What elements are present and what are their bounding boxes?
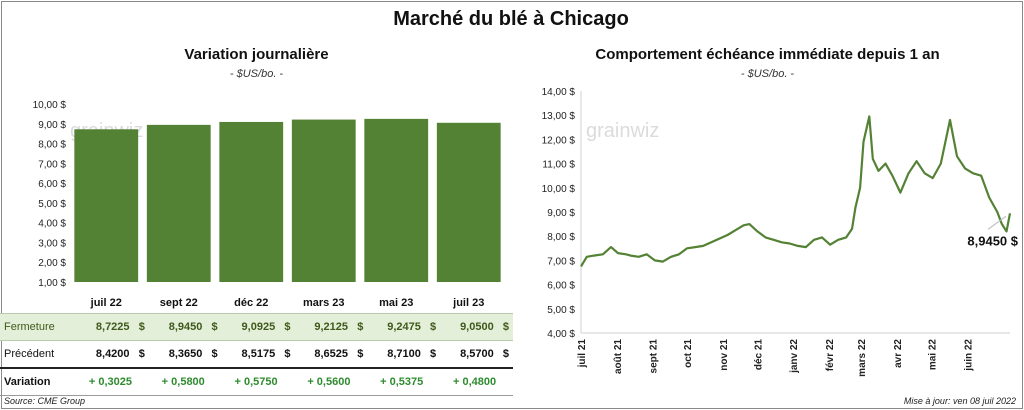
table-cell: 9,0500 $ bbox=[440, 313, 513, 341]
x-tick-label: mars 22 bbox=[857, 339, 868, 377]
table-cell: 8,5700 $ bbox=[440, 340, 513, 369]
table-cell: + 0,4800 bbox=[440, 368, 513, 396]
y-tick-label: 3,00 $ bbox=[38, 238, 66, 249]
table-row: Précédent 8,4200 $8,3650 $8,5175 $8,6525 … bbox=[0, 340, 513, 369]
right-chart-unit: - $US/bo. - bbox=[740, 68, 795, 80]
x-tick-label: juil 21 bbox=[577, 339, 588, 369]
bar-chart: grainwiz1,00 $2,00 $3,00 $4,00 $5,00 $6,… bbox=[33, 100, 501, 309]
x-tick-label: mai 22 bbox=[928, 339, 939, 371]
table-cell: + 0,5600 bbox=[294, 368, 368, 396]
table-cell: 8,4200 $ bbox=[76, 340, 149, 369]
last-value-label: 8,9450 $ bbox=[967, 233, 1018, 248]
price-line bbox=[580, 115, 1012, 267]
x-tick-label: janv 22 bbox=[789, 339, 800, 374]
x-tick-label: sept 21 bbox=[649, 339, 660, 374]
y-tick-label: 9,00 $ bbox=[547, 208, 575, 219]
x-tick-label: mars 23 bbox=[303, 297, 345, 309]
x-tick-label: oct 21 bbox=[683, 339, 694, 368]
y-tick-label: 2,00 $ bbox=[38, 258, 66, 269]
y-tick-label: 4,00 $ bbox=[38, 219, 66, 230]
table-cell: 9,0925 $ bbox=[221, 313, 295, 341]
price-table: Fermeture 8,7225 $8,9450 $9,0925 $9,2125 … bbox=[0, 313, 513, 396]
update-note: Mise à jour: ven 08 juil 2022 bbox=[903, 396, 1016, 406]
table-cell: + 0,3025 bbox=[76, 368, 149, 396]
x-tick-label: nov 21 bbox=[719, 339, 730, 371]
y-tick-label: 1,00 $ bbox=[38, 278, 66, 289]
line-chart: grainwiz 4,00 $ 5,00 $ 6,00 $ 7,00 $ 8,00 $ 9,… bbox=[542, 87, 1019, 377]
y-tick-label: 6,00 $ bbox=[547, 281, 575, 292]
table-row: Fermeture 8,7225 $8,9450 $9,0925 $9,2125 … bbox=[0, 313, 513, 341]
y-tick-label: 13,00 $ bbox=[542, 111, 576, 122]
x-tick-label: déc 22 bbox=[234, 297, 268, 309]
table-cell: + 0,5800 bbox=[148, 368, 222, 396]
x-tick-label: août 21 bbox=[613, 339, 624, 374]
bar bbox=[364, 118, 429, 282]
left-chart-title: Variation journalière bbox=[184, 46, 329, 63]
row-label: Précédent bbox=[0, 340, 76, 369]
y-tick-label: 5,00 $ bbox=[547, 305, 575, 316]
bar bbox=[291, 119, 356, 282]
bar bbox=[436, 122, 501, 283]
table-cell: 9,2125 $ bbox=[294, 313, 368, 341]
y-tick-label: 8,00 $ bbox=[38, 140, 66, 151]
y-tick-label: 12,00 $ bbox=[542, 135, 576, 146]
x-tick-label: déc 21 bbox=[753, 339, 764, 371]
y-tick-label: 9,00 $ bbox=[38, 120, 66, 131]
row-label: Variation bbox=[0, 368, 76, 396]
table-cell: + 0,5750 bbox=[221, 368, 295, 396]
table-cell: 8,3650 $ bbox=[148, 340, 222, 369]
source-note: Source: CME Group bbox=[4, 396, 86, 406]
y-tick-label: 6,00 $ bbox=[38, 179, 66, 190]
x-tick-label: juil 22 bbox=[90, 297, 122, 309]
y-tick-label: 14,00 $ bbox=[542, 87, 576, 98]
table-cell: 9,2475 $ bbox=[367, 313, 441, 341]
y-tick-label: 10,00 $ bbox=[33, 100, 67, 111]
x-tick-label: juin 22 bbox=[963, 339, 974, 372]
y-tick-label: 5,00 $ bbox=[38, 199, 66, 210]
bar bbox=[219, 121, 284, 282]
x-tick-label: avr 22 bbox=[893, 339, 904, 368]
table-cell: 8,6525 $ bbox=[294, 340, 368, 369]
bar bbox=[74, 129, 139, 282]
table-cell: 8,7225 $ bbox=[76, 313, 149, 341]
x-tick-label: sept 22 bbox=[160, 297, 198, 309]
y-tick-label: 10,00 $ bbox=[542, 184, 576, 195]
x-tick-label: févr 22 bbox=[825, 339, 836, 372]
table-row: Variation + 0,3025 + 0,5800 + 0,5750 + 0,560… bbox=[0, 368, 513, 396]
y-tick-label: 7,00 $ bbox=[547, 256, 575, 267]
last-value-leader bbox=[987, 215, 1007, 230]
right-chart-title: Comportement échéance immédiate depuis 1… bbox=[595, 46, 940, 63]
y-tick-label: 8,00 $ bbox=[547, 232, 575, 243]
table-cell: 8,9450 $ bbox=[148, 313, 222, 341]
row-label: Fermeture bbox=[0, 313, 76, 341]
x-tick-label: mai 23 bbox=[379, 297, 413, 309]
y-tick-label: 4,00 $ bbox=[547, 329, 575, 340]
left-chart-unit: - $US/bo. - bbox=[229, 68, 284, 80]
table-cell: 8,5175 $ bbox=[221, 340, 295, 369]
y-tick-label: 7,00 $ bbox=[38, 159, 66, 170]
line-chart-watermark: grainwiz bbox=[586, 120, 659, 142]
page-title: Marché du blé à Chicago bbox=[393, 8, 629, 30]
x-tick-label: juil 23 bbox=[452, 297, 484, 309]
bar bbox=[146, 124, 211, 282]
table-cell: 8,7100 $ bbox=[367, 340, 441, 369]
table-cell: + 0,5375 bbox=[367, 368, 441, 396]
y-tick-label: 11,00 $ bbox=[542, 160, 575, 171]
